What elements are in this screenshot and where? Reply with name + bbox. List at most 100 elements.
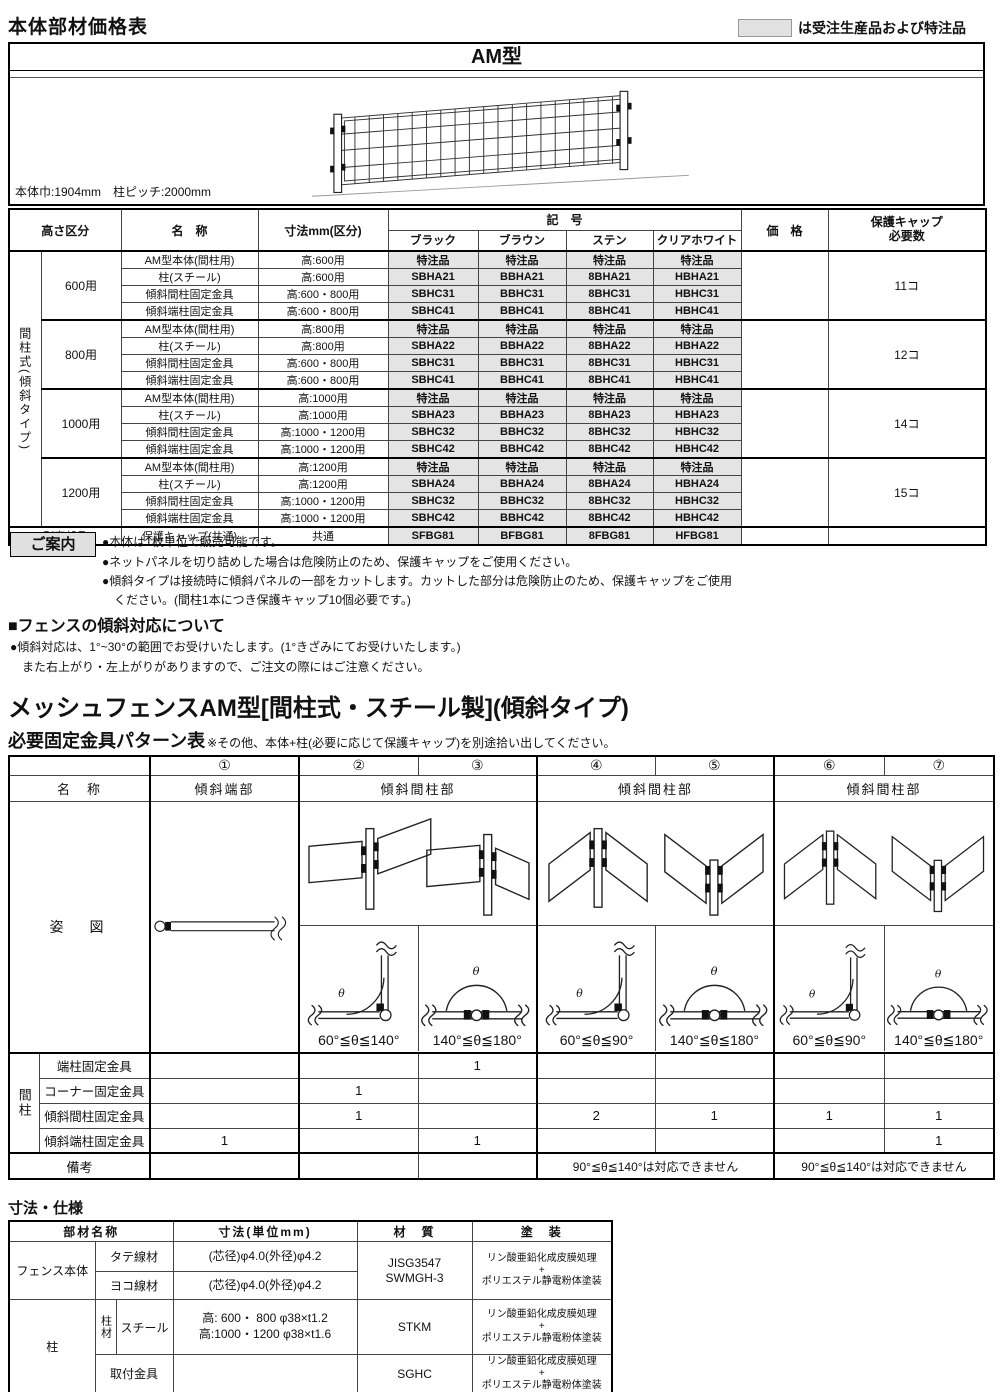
height-cell: 600用 bbox=[40, 250, 122, 321]
code-cell: 特注品 bbox=[565, 388, 654, 407]
count-cell bbox=[536, 1127, 656, 1154]
table-row: 傾斜端柱固定金具 高:1000・1200用 SBHC42 BBHC42 8BHC… bbox=[9, 509, 986, 528]
count-cell bbox=[773, 1127, 885, 1154]
count-cell: 1 bbox=[883, 1127, 995, 1154]
code-cell: 特注品 bbox=[387, 319, 479, 338]
count-cell: 1 bbox=[149, 1127, 300, 1154]
v-panels-icon bbox=[543, 809, 769, 919]
guide-bullet: ●本体は1枚単位で販売可能です。 bbox=[102, 535, 283, 549]
spec-section-title: 寸法・仕様 bbox=[8, 1200, 84, 1217]
code-cell: 特注品 bbox=[652, 319, 742, 338]
name-cell: 傾斜間柱固定金具 bbox=[120, 354, 259, 372]
header-divider bbox=[10, 71, 983, 78]
count-cell bbox=[773, 1077, 885, 1104]
code-cell: BBHC31 bbox=[477, 285, 567, 303]
count-cell bbox=[298, 1127, 419, 1154]
pattern-name-row: 名 称 傾斜端部 傾斜間柱部 傾斜間柱部 傾斜間柱部 bbox=[8, 774, 995, 802]
figure-label: 姿 図 bbox=[8, 800, 151, 1054]
size-cell: 高:1200用 bbox=[257, 457, 389, 476]
count-row: 傾斜端柱固定金具 1 1 1 bbox=[9, 1127, 995, 1154]
code-cell: HBHC42 bbox=[652, 509, 742, 528]
name-cell: 傾斜端柱固定金具 bbox=[120, 440, 259, 459]
guide-label-box: ご案内 bbox=[10, 532, 96, 557]
angle-cell-6: 60°≦θ≦90° bbox=[775, 926, 885, 1052]
cap-count-cell: 15コ bbox=[827, 457, 987, 528]
code-cell: SBHC32 bbox=[387, 423, 479, 441]
code-cell: 特注品 bbox=[477, 457, 567, 476]
figure-group-4-5: 60°≦θ≦90° 140°≦θ≦180° bbox=[536, 800, 775, 1054]
code-cell: HBHC32 bbox=[652, 423, 742, 441]
angle-cell-3: 140°≦θ≦180° bbox=[419, 926, 537, 1051]
code-cell: BBHC42 bbox=[477, 509, 567, 528]
code-cell: BBHC42 bbox=[477, 440, 567, 459]
count-cell bbox=[417, 1102, 538, 1129]
spec-header-size: 寸法(単位mm) bbox=[172, 1220, 358, 1242]
count-row: 間柱 端柱固定金具 1 bbox=[8, 1052, 995, 1154]
code-cell: SBHA23 bbox=[387, 406, 479, 424]
table-row: 傾斜間柱固定金具 高:600・800用 SBHC31 BBHC31 8BHC31… bbox=[9, 354, 986, 372]
table-row: 傾斜端柱固定金具 高:1000・1200用 SBHC42 BBHC42 8BHC… bbox=[9, 440, 986, 459]
angle-range: 140°≦θ≦180° bbox=[669, 1031, 760, 1048]
count-cell bbox=[536, 1077, 656, 1104]
code-cell: SFBG81 bbox=[387, 526, 479, 546]
code-cell: SBHA21 bbox=[387, 268, 479, 286]
spec-group-fence: フェンス本体 bbox=[8, 1241, 96, 1300]
pattern-number: ⑥ bbox=[773, 755, 885, 776]
figure-end-post bbox=[149, 800, 300, 1054]
code-cell: HBHC31 bbox=[652, 354, 742, 372]
spec-size: (芯径)φ4.0(外径)φ4.2 bbox=[172, 1271, 358, 1300]
name-cell: 傾斜間柱固定金具 bbox=[120, 492, 259, 510]
row-label: 傾斜端柱固定金具 bbox=[38, 1127, 151, 1154]
corner-angle-diagram-icon bbox=[305, 936, 413, 1032]
count-cell bbox=[654, 1077, 775, 1104]
spec-sub-label: 柱材 bbox=[94, 1299, 117, 1355]
straight-angle-diagram-icon bbox=[420, 960, 534, 1032]
code-cell: HFBG81 bbox=[652, 526, 742, 546]
slope-section-title: ■フェンスの傾斜対応について bbox=[8, 618, 225, 635]
count-cell bbox=[883, 1052, 995, 1079]
angle-range: 60°≦θ≦90° bbox=[792, 1031, 867, 1048]
spec-header-material: 材 質 bbox=[356, 1220, 473, 1242]
code-cell: 8BHA23 bbox=[565, 406, 654, 424]
pattern-table-title: 必要固定金具パターン表 bbox=[8, 731, 206, 751]
spec-size: (芯径)φ4.0(外径)φ4.2 bbox=[172, 1241, 358, 1272]
spec-material: JISG3547 SWMGH-3 bbox=[356, 1241, 473, 1300]
pattern-number: ① bbox=[149, 755, 300, 776]
code-cell: HBHC32 bbox=[652, 492, 742, 510]
name-cell: 柱(スチール) bbox=[120, 475, 259, 493]
table-row: 柱(スチール) 高:1200用 SBHA24 BBHA24 8BHA24 HBH… bbox=[9, 475, 986, 493]
angle-cell-7: 140°≦θ≦180° bbox=[885, 926, 994, 1051]
corner-angle-diagram-icon bbox=[543, 936, 651, 1032]
spec-coating: リン酸亜鉛化成皮膜処理 + ポリエステル静電粉体塗装 bbox=[471, 1241, 613, 1300]
table-row: 800用 AM型本体(間柱用) 高:800用 特注品 特注品 特注品 特注品 1… bbox=[9, 319, 987, 390]
count-cell bbox=[654, 1052, 775, 1079]
size-cell: 高:800用 bbox=[257, 337, 389, 355]
header-height: 高さ区分 bbox=[8, 208, 122, 252]
table-row-accessory: 別売部品 保護キャップ(共通) 共通 SFBG81 BFBG81 8FBG81 … bbox=[8, 526, 987, 546]
guide-bullet: ●傾斜タイプは接続時に傾斜パネルの一部をカットします。カットした部分は危険防止の… bbox=[102, 574, 733, 607]
size-cell: 高:1000用 bbox=[257, 406, 389, 424]
size-cell: 高:1000・1200用 bbox=[257, 509, 389, 528]
remarks-label: 備考 bbox=[8, 1152, 151, 1180]
count-cell: 1 bbox=[654, 1102, 775, 1129]
count-cell: 1 bbox=[298, 1077, 419, 1104]
name-cell: AM型本体(間柱用) bbox=[120, 250, 259, 269]
code-cell: 8BHC41 bbox=[565, 302, 654, 321]
cap-count-cell bbox=[827, 526, 987, 546]
code-cell: 特注品 bbox=[565, 457, 654, 476]
end-post-diagram-icon bbox=[152, 911, 298, 943]
code-cell: SBHC31 bbox=[387, 285, 479, 303]
code-cell: BBHA24 bbox=[477, 475, 567, 493]
size-cell: 共通 bbox=[257, 526, 389, 546]
spec-header-coating: 塗 装 bbox=[471, 1220, 613, 1242]
code-cell: BBHC32 bbox=[477, 492, 567, 510]
spec-part-name: スチール bbox=[115, 1299, 174, 1355]
code-cell: 特注品 bbox=[387, 250, 479, 269]
size-cell: 高:1000用 bbox=[257, 388, 389, 407]
code-cell: 8BHC31 bbox=[565, 354, 654, 372]
spec-group-post: 柱 bbox=[8, 1299, 96, 1392]
code-cell: SBHC32 bbox=[387, 492, 479, 510]
model-illustration-box: AM型 bbox=[8, 42, 985, 206]
code-cell: BBHC31 bbox=[477, 354, 567, 372]
count-cell bbox=[536, 1052, 656, 1079]
